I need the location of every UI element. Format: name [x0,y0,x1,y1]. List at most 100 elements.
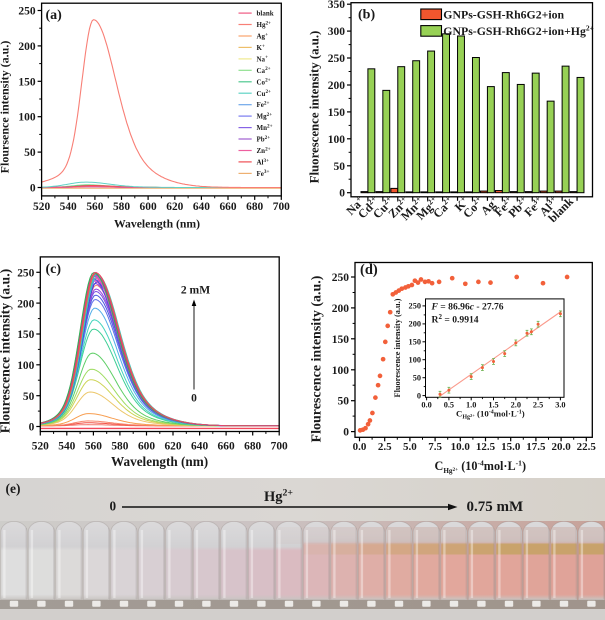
svg-text:0: 0 [29,422,35,434]
svg-text:50: 50 [338,396,350,408]
svg-text:150: 150 [328,107,346,119]
svg-text:640: 640 [193,201,210,213]
svg-text:3.0: 3.0 [555,400,565,409]
svg-text:10.0: 10.0 [451,441,471,453]
svg-text:1.5: 1.5 [488,400,498,409]
svg-text:580: 580 [111,441,128,453]
svg-text:250: 250 [409,302,421,311]
svg-text:(a): (a) [46,8,63,23]
svg-text:0: 0 [30,183,36,195]
svg-text:Co2+: Co2+ [257,78,271,87]
svg-text:Floursence intensity (a.u.): Floursence intensity (a.u.) [0,41,12,174]
svg-text:Cu2+: Cu2+ [257,89,272,98]
svg-text:17.5: 17.5 [526,441,546,453]
svg-text:0.75 mM: 0.75 mM [467,499,524,515]
svg-text:(e): (e) [6,481,21,496]
svg-text:250: 250 [328,53,346,65]
svg-text:Na+: Na+ [257,55,269,64]
svg-text:100: 100 [17,360,34,372]
svg-text:12.5: 12.5 [476,441,496,453]
svg-text:50: 50 [413,374,421,383]
svg-text:250: 250 [332,272,350,284]
svg-text:660: 660 [219,201,236,213]
svg-text:600: 600 [140,201,157,213]
svg-text:200: 200 [409,320,421,329]
svg-text:50: 50 [334,161,346,173]
svg-text:520: 520 [33,201,50,213]
svg-text:200: 200 [18,41,36,53]
svg-text:680: 680 [244,441,261,453]
svg-text:CHg2+ (10-4mol·L-1): CHg2+ (10-4mol·L-1) [435,458,527,475]
svg-text:0.0: 0.0 [421,400,431,409]
svg-text:540: 540 [60,201,77,213]
svg-text:(b): (b) [358,8,375,23]
svg-text:700: 700 [271,441,288,453]
svg-text:7.5: 7.5 [428,441,442,453]
svg-text:580: 580 [113,201,130,213]
svg-text:Al3+: Al3+ [257,158,270,167]
svg-text:blank: blank [257,10,274,18]
svg-text:(c): (c) [46,262,62,277]
svg-text:Zn2+: Zn2+ [257,146,271,155]
svg-text:2.5: 2.5 [533,400,543,409]
svg-text:20.0: 20.0 [551,441,571,453]
svg-text:Fe3+: Fe3+ [257,169,270,178]
svg-text:100: 100 [332,365,350,377]
svg-text:Mg2+: Mg2+ [257,112,273,121]
svg-text:2 mM: 2 mM [181,284,210,297]
svg-text:680: 680 [246,201,263,213]
svg-text:150: 150 [409,338,421,347]
svg-text:300: 300 [328,26,346,38]
svg-text:0.0: 0.0 [353,441,367,453]
svg-text:150: 150 [332,334,350,346]
svg-text:100: 100 [18,112,36,124]
svg-text:600: 600 [138,441,155,453]
svg-text:2.5: 2.5 [378,441,392,453]
svg-text:50: 50 [23,391,35,403]
svg-text:2.0: 2.0 [511,400,521,409]
svg-text:250: 250 [18,6,36,18]
svg-text:0: 0 [339,188,345,200]
svg-text:Mn2+: Mn2+ [257,123,273,132]
svg-text:0.5: 0.5 [444,400,454,409]
svg-text:250: 250 [17,268,34,280]
svg-text:200: 200 [332,303,350,315]
svg-text:Fluorescence intensity (a.u.): Fluorescence intensity (a.u.) [308,31,322,184]
svg-text:22.5: 22.5 [577,441,597,453]
svg-text:Flourescence intensity (a.u.): Flourescence intensity (a.u.) [0,269,14,434]
svg-text:Fe2+: Fe2+ [257,101,270,110]
svg-text:GNPs-GSH-Rh6G2+ion: GNPs-GSH-Rh6G2+ion [443,8,564,22]
svg-text:620: 620 [166,201,183,213]
svg-text:Wavelength (nm): Wavelength (nm) [114,217,200,230]
svg-text:200: 200 [328,80,346,92]
svg-text:0: 0 [110,499,117,514]
svg-text:Ca2+: Ca2+ [257,66,271,75]
svg-text:350: 350 [328,0,346,11]
svg-text:15.0: 15.0 [501,441,521,453]
svg-text:F = 86.96c - 27.76: F = 86.96c - 27.76 [431,302,504,313]
svg-text:Ag+: Ag+ [257,32,269,41]
svg-text:640: 640 [191,441,208,453]
svg-text:GNPs-GSH-Rh6G2+ion+Hg2+: GNPs-GSH-Rh6G2+ion+Hg2+ [443,23,594,38]
svg-text:100: 100 [409,356,421,365]
svg-text:560: 560 [85,441,102,453]
svg-text:0: 0 [417,391,421,400]
svg-text:Wavelength (nm): Wavelength (nm) [111,454,208,469]
svg-text:0: 0 [191,393,197,405]
svg-text:520: 520 [32,441,49,453]
svg-text:(d): (d) [360,262,378,278]
svg-text:50: 50 [24,147,36,159]
svg-text:Flourescence intensity (a.u.): Flourescence intensity (a.u.) [310,275,325,442]
svg-text:Fluorescence intensity (a.u.): Fluorescence intensity (a.u.) [393,298,402,397]
svg-text:Pb2+: Pb2+ [257,135,271,144]
svg-text:560: 560 [86,201,103,213]
svg-text:5.0: 5.0 [403,441,417,453]
svg-text:0: 0 [343,427,349,439]
svg-text:R2 = 0.9914: R2 = 0.9914 [432,313,479,326]
svg-text:620: 620 [164,441,181,453]
svg-text:Hg2+: Hg2+ [257,20,272,29]
svg-text:660: 660 [218,441,235,453]
svg-text:1.0: 1.0 [466,400,476,409]
svg-text:150: 150 [17,329,34,341]
svg-text:100: 100 [328,134,346,146]
